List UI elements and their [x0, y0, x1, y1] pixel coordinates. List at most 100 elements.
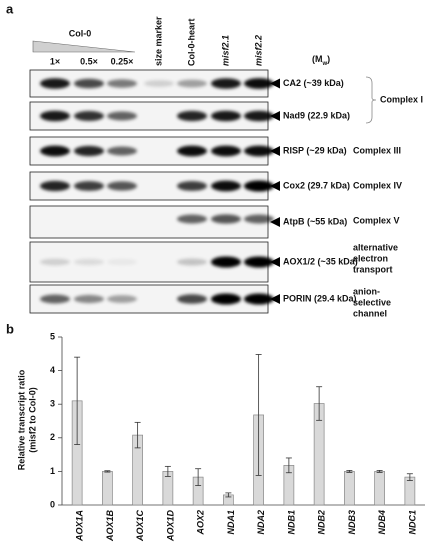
bar — [374, 471, 385, 506]
bar — [102, 471, 113, 506]
blot-band — [107, 295, 137, 303]
blot-band — [211, 145, 241, 157]
blot-band — [74, 258, 104, 266]
blot-band — [107, 181, 137, 191]
y-tick-label: 1 — [50, 466, 55, 476]
y-tick-label: 0 — [50, 499, 55, 509]
complex-label: Complex IV — [353, 180, 402, 190]
blot-band — [177, 79, 207, 88]
mw-label: (Mw) — [312, 54, 330, 66]
band-arrow — [270, 181, 280, 191]
blot-band — [107, 258, 137, 266]
mw-part: (M — [312, 54, 323, 64]
error-bar — [316, 386, 323, 421]
bar-chart: 0 1 2 3 4 5 AOX1A AOX1B AOX1C AOX1D AOX2 NDA1 NDA2 ND… — [50, 331, 425, 542]
blot-band — [177, 145, 207, 157]
blot-band — [74, 78, 104, 89]
x-tick-label: AOX1D — [165, 510, 175, 543]
error-bar — [406, 473, 413, 481]
blot-band — [244, 78, 274, 89]
panel-label: b — [6, 321, 14, 336]
x-tick-label: AOX1A — [75, 510, 85, 542]
x-tick-label: AOX2 — [196, 510, 206, 536]
blot-band — [244, 293, 274, 305]
protein-label: RISP (~29 kDa) — [283, 145, 347, 155]
mw-part: w — [322, 61, 328, 67]
blot-band — [177, 258, 207, 266]
complex-label: anion- — [353, 286, 380, 296]
x-tick-label: AOX1B — [105, 510, 115, 543]
error-bar — [255, 354, 262, 476]
blot-band — [211, 110, 241, 122]
blot-band — [244, 145, 274, 157]
complex-label: channel — [353, 308, 387, 318]
blot-band — [107, 111, 137, 121]
x-tick-label: NDB2 — [317, 510, 327, 535]
x-tick-label: NDC1 — [407, 510, 417, 535]
y-axis-label: Relative transcript ratio — [16, 369, 26, 470]
x-tick-label: NDB3 — [347, 510, 357, 535]
protein-label: CA2 (~39 kDa) — [283, 78, 344, 88]
blot-band — [177, 214, 207, 224]
blot-band — [74, 145, 104, 157]
blot-band — [74, 111, 104, 121]
lane-label: Col-0-heart — [186, 18, 196, 66]
error-bar — [74, 356, 81, 445]
protein-label: Nad9 (22.9 kDa) — [283, 110, 350, 120]
lane-label: 1× — [50, 56, 60, 66]
y-tick-label: 2 — [50, 432, 55, 442]
error-bar — [285, 457, 292, 474]
band-arrow — [270, 111, 280, 121]
error-bar — [164, 465, 171, 477]
complex-label: Complex V — [353, 215, 400, 225]
y-tick-label: 5 — [50, 331, 55, 341]
blot-band — [74, 181, 104, 191]
blot-band — [211, 78, 241, 89]
x-tick-label: NDA1 — [226, 510, 236, 535]
band-arrow — [270, 257, 280, 267]
band-arrow — [270, 294, 280, 304]
dilution-header: Col-0 — [69, 28, 92, 38]
x-tick-label: NDB1 — [286, 510, 296, 535]
lane-label: 0.5× — [80, 56, 98, 66]
x-tick-label: NDA2 — [256, 510, 266, 535]
error-bar — [346, 469, 353, 473]
y-tick-label: 3 — [50, 399, 55, 409]
lane-label: 0.25× — [111, 56, 134, 66]
blot-band — [40, 110, 70, 122]
blot-band — [40, 180, 70, 192]
complex-label: transport — [353, 264, 393, 274]
band-arrow — [270, 146, 280, 156]
blot-band — [244, 214, 274, 224]
complex-label: alternative — [353, 242, 398, 252]
blot-band — [40, 78, 70, 89]
blot-band — [40, 145, 70, 157]
blot-band — [211, 256, 241, 268]
blot-band — [107, 146, 137, 156]
complex-label: Complex III — [353, 145, 401, 155]
complex-label: electron — [353, 253, 388, 263]
blot-band — [144, 80, 174, 87]
lane-label: misf2.1 — [220, 35, 230, 66]
error-bar — [225, 492, 232, 498]
lane-label: misf2.2 — [253, 35, 263, 66]
blot-band — [211, 214, 241, 224]
blots: CA2 (~39 kDa) Nad9 (22.9 kDa) RISP (~29 kD… — [29, 69, 358, 314]
error-bar — [104, 470, 111, 473]
mw-part: ) — [327, 54, 330, 64]
blot-band — [244, 256, 274, 268]
band-arrow — [270, 217, 280, 227]
blot-band — [244, 110, 274, 122]
blot-band — [40, 258, 70, 266]
blot-band — [74, 294, 104, 304]
error-bar — [134, 421, 141, 449]
complex-label: selective — [353, 297, 391, 307]
blot-band — [177, 110, 207, 122]
error-bar — [376, 469, 383, 473]
lane-label: size marker — [153, 16, 163, 66]
protein-label: AtpB (~55 kDa) — [283, 216, 347, 226]
blot-band — [244, 180, 274, 192]
blot-band — [211, 293, 241, 305]
bracket — [365, 76, 377, 124]
